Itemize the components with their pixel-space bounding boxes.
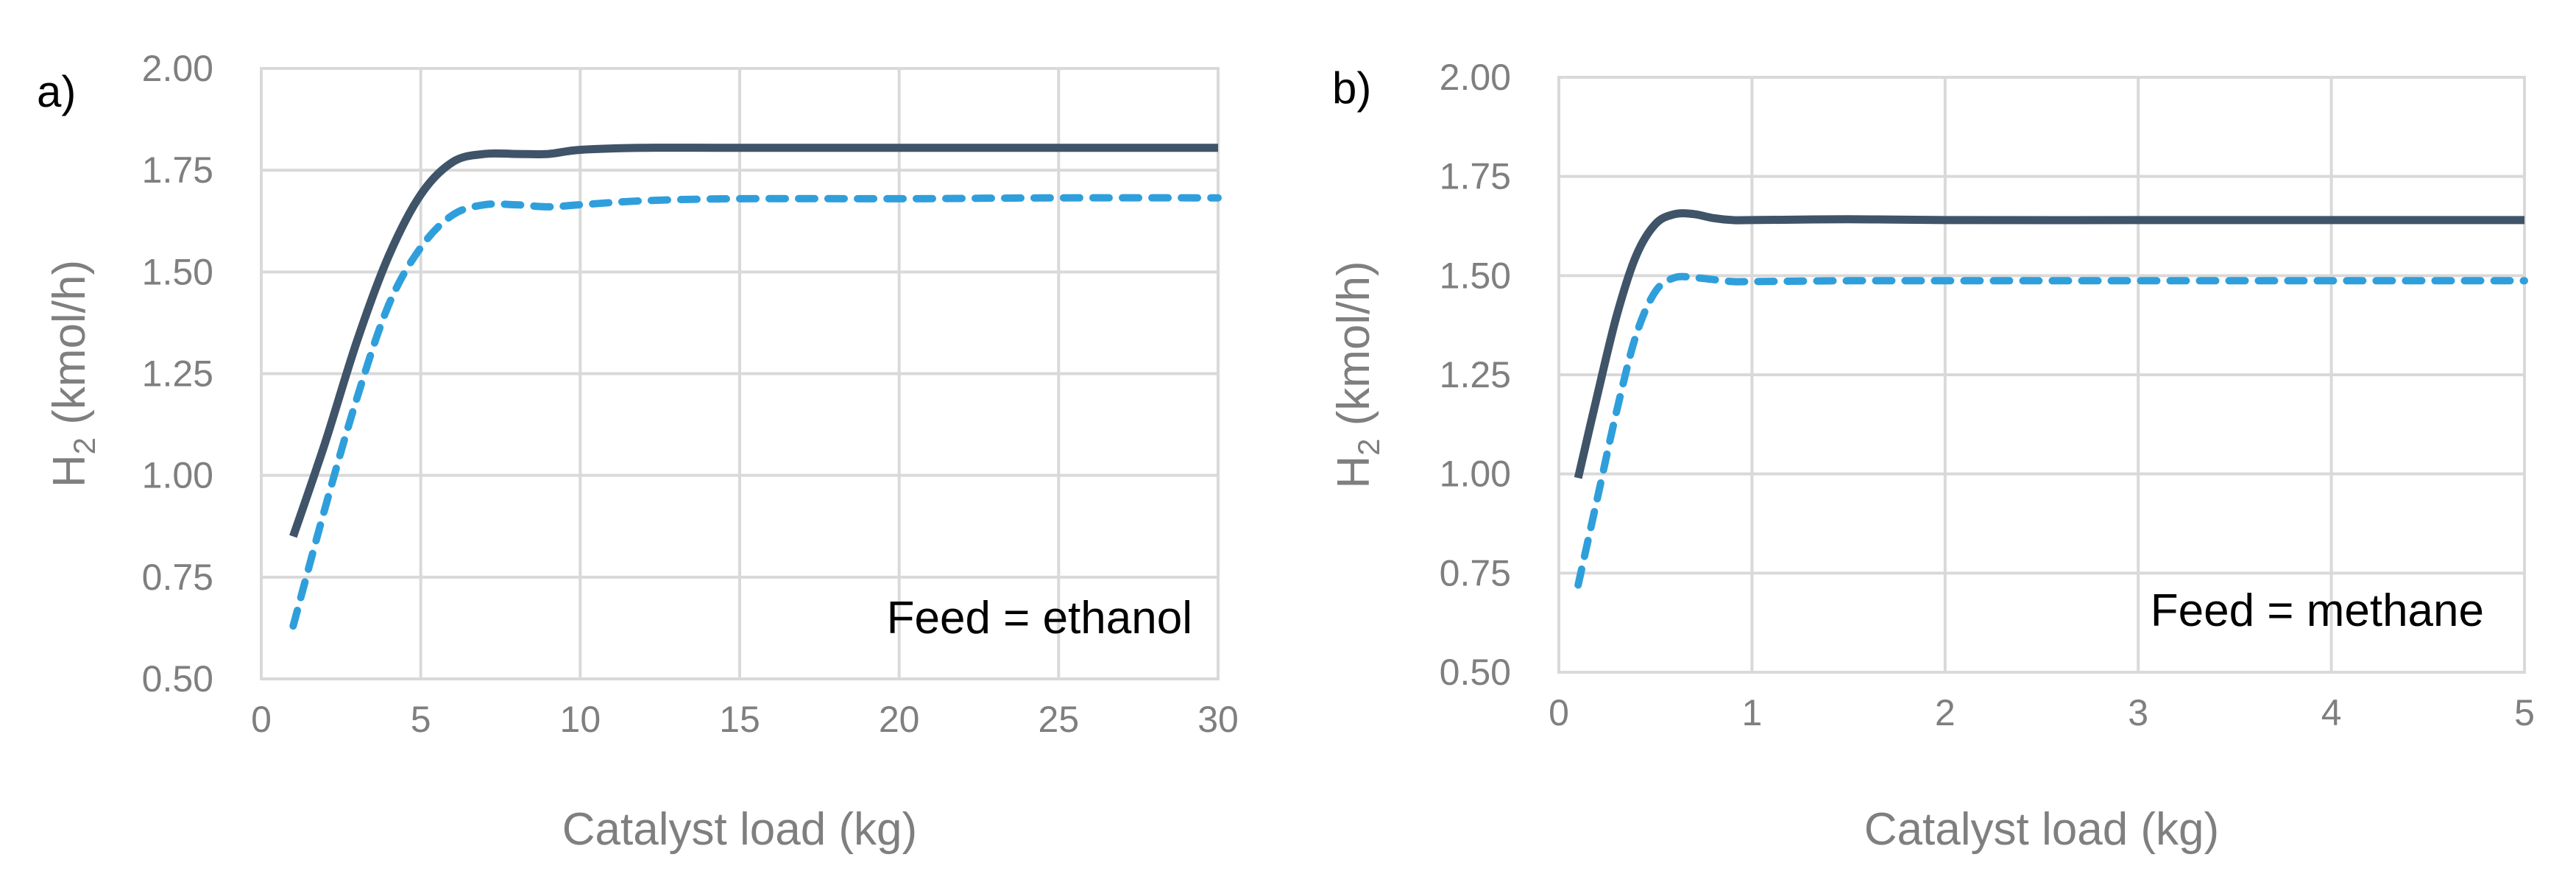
x-axis-title: Catalyst load (kg) [1864, 804, 2219, 855]
y-tick-label: 1.75 [142, 149, 213, 191]
x-tick-label: 30 [1197, 699, 1239, 740]
series-line-solid [1574, 209, 2524, 479]
y-tick-label: 1.25 [1440, 354, 1511, 395]
y-tick-label: 1.00 [1440, 454, 1511, 495]
y-axis-title: H2 (kmol/h) [1328, 261, 1386, 488]
y-tick-label: 1.75 [1440, 156, 1511, 197]
x-tick-label: 4 [2321, 692, 2342, 733]
x-axis-title: Catalyst load (kg) [562, 804, 917, 855]
x-tick-label: 5 [411, 699, 431, 740]
x-tick-label: 10 [560, 699, 601, 740]
y-tick-label: 0.75 [1440, 552, 1511, 593]
x-tick-label: 2 [1935, 692, 1956, 733]
x-tick-label: 0 [1549, 692, 1569, 733]
panel-label: a) [37, 67, 76, 116]
plot-area-frame [260, 67, 1220, 680]
chart-panel-a: 0 5 10 15 20 25 30 0.50 0.75 1.00 1.25 1.50 1.75 2.00… [37, 48, 1239, 855]
feed-annotation: Feed = methane [2151, 585, 2484, 636]
y-tick-label: 0.50 [142, 658, 213, 699]
panel-label: b) [1332, 63, 1371, 113]
y-tick-label: 2.00 [142, 48, 213, 89]
y-tick-label: 1.50 [1440, 255, 1511, 296]
x-tick-label: 25 [1038, 699, 1080, 740]
chart-panel-b: 0 1 2 3 4 5 0.50 0.75 1.00 1.25 1.50 1.75 2.00 Cataly… [1328, 57, 2535, 855]
series-line-dashed [289, 194, 1222, 630]
feed-annotation: Feed = ethanol [887, 593, 1192, 644]
x-tick-label: 1 [1741, 692, 1762, 733]
y-tick-label: 2.00 [1440, 57, 1511, 98]
plot-area-frame [1557, 76, 2526, 674]
x-tick-label: 0 [251, 699, 272, 740]
x-tick-label: 15 [719, 699, 760, 740]
x-tick-label: 5 [2514, 692, 2535, 733]
series-line-dashed [1574, 272, 2528, 589]
series-line-solid [289, 144, 1218, 538]
y-tick-label: 1.00 [142, 455, 213, 496]
x-tick-label: 3 [2128, 692, 2148, 733]
y-axis-title: H2 (kmol/h) [44, 260, 102, 487]
x-tick-label: 20 [879, 699, 920, 740]
y-tick-label: 0.75 [142, 557, 213, 598]
y-tick-label: 1.25 [142, 353, 213, 395]
y-tick-label: 0.50 [1440, 652, 1511, 693]
y-tick-label: 1.50 [142, 251, 213, 292]
